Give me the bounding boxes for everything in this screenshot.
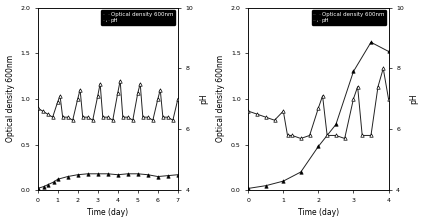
pH: [120, 116, 126, 118]
Optical density 600nm: [245, 187, 251, 190]
pH: [90, 119, 95, 122]
Optical density 600nm: [145, 173, 151, 176]
pH: [355, 85, 360, 88]
pH: [170, 119, 176, 122]
pH: [130, 119, 135, 122]
Optical density 600nm: [115, 173, 120, 176]
pH: [342, 137, 347, 140]
pH: [45, 113, 50, 116]
pH: [35, 107, 40, 109]
X-axis label: Time (day): Time (day): [298, 209, 339, 217]
Optical density 600nm: [386, 50, 391, 53]
pH: [85, 116, 90, 118]
pH: [307, 134, 312, 137]
Optical density 600nm: [55, 178, 60, 181]
pH: [320, 95, 325, 97]
pH: [150, 119, 155, 122]
pH: [75, 98, 80, 100]
Optical density 600nm: [298, 171, 304, 173]
pH: [40, 110, 45, 112]
X-axis label: Time (day): Time (day): [87, 209, 128, 217]
pH: [125, 116, 130, 118]
pH: [368, 134, 374, 137]
Optical density 600nm: [155, 175, 160, 178]
Legend: Optical density 600nm, pH: Optical density 600nm, pH: [101, 10, 175, 25]
Optical density 600nm: [51, 181, 56, 183]
Optical density 600nm: [41, 185, 46, 188]
Optical density 600nm: [45, 184, 50, 186]
pH: [325, 134, 330, 137]
pH: [375, 85, 380, 88]
pH: [360, 134, 365, 137]
pH: [50, 116, 55, 118]
pH: [135, 91, 140, 94]
pH: [351, 98, 356, 100]
pH: [95, 95, 100, 97]
pH: [158, 89, 163, 91]
Optical density 600nm: [333, 123, 338, 126]
Optical density 600nm: [281, 180, 286, 182]
Optical density 600nm: [125, 172, 130, 175]
pH: [98, 82, 103, 85]
pH: [65, 116, 70, 118]
Optical density 600nm: [95, 172, 100, 175]
Y-axis label: Optical density 600nm: Optical density 600nm: [6, 55, 14, 142]
pH: [145, 116, 151, 118]
Optical density 600nm: [351, 70, 356, 73]
Optical density 600nm: [85, 172, 90, 175]
Optical density 600nm: [75, 173, 80, 176]
Optical density 600nm: [65, 175, 70, 178]
pH: [115, 91, 120, 94]
pH: [78, 89, 83, 91]
Optical density 600nm: [135, 172, 140, 175]
pH: [298, 137, 304, 140]
pH: [165, 116, 170, 118]
pH: [80, 116, 85, 118]
pH: [254, 113, 259, 116]
pH: [140, 116, 145, 118]
pH: [58, 95, 63, 97]
Optical density 600nm: [263, 184, 268, 187]
pH: [281, 110, 286, 112]
pH: [138, 82, 143, 85]
Optical density 600nm: [165, 174, 170, 177]
pH: [263, 116, 268, 118]
Optical density 600nm: [105, 172, 110, 175]
pH: [160, 116, 165, 118]
pH: [60, 116, 65, 118]
Line: Optical density 600nm: Optical density 600nm: [246, 41, 390, 190]
pH: [245, 110, 251, 112]
pH: [70, 119, 75, 122]
Line: pH: pH: [246, 67, 390, 140]
Line: Optical density 600nm: Optical density 600nm: [36, 172, 180, 190]
pH: [381, 67, 386, 70]
pH: [316, 107, 321, 109]
Line: pH: pH: [36, 79, 180, 122]
pH: [105, 116, 110, 118]
Optical density 600nm: [176, 173, 181, 176]
Optical density 600nm: [316, 145, 321, 148]
pH: [290, 134, 295, 137]
pH: [176, 98, 181, 100]
Y-axis label: pH: pH: [199, 94, 208, 104]
Legend: Optical density 600nm, pH: Optical density 600nm, pH: [312, 10, 386, 25]
Y-axis label: Optical density 600nm: Optical density 600nm: [216, 55, 225, 142]
pH: [333, 134, 338, 137]
pH: [110, 119, 115, 122]
pH: [285, 134, 290, 137]
pH: [55, 101, 60, 103]
pH: [272, 119, 277, 122]
pH: [155, 98, 160, 100]
Optical density 600nm: [35, 187, 40, 190]
Y-axis label: pH: pH: [410, 94, 418, 104]
pH: [100, 116, 105, 118]
Optical density 600nm: [368, 41, 374, 44]
pH: [386, 98, 391, 100]
pH: [117, 79, 123, 82]
